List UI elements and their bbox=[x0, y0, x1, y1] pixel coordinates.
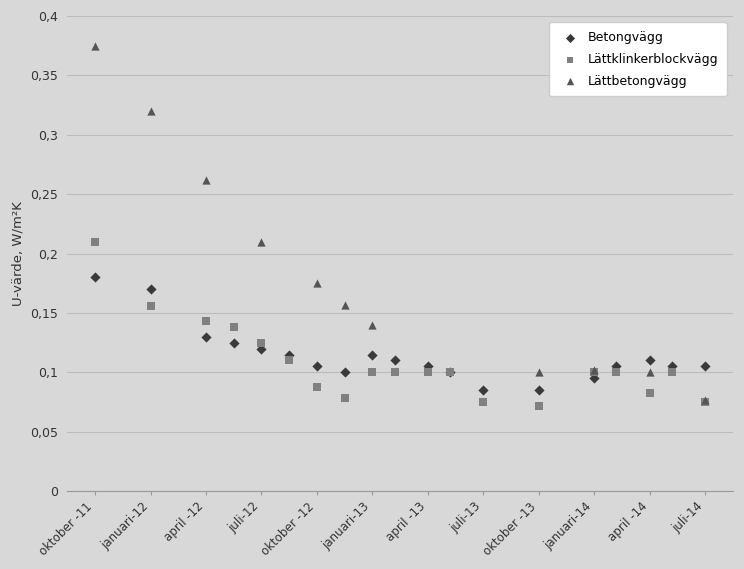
Lättklinkerblockvägg bbox=[367, 368, 379, 377]
Lättklinkerblockvägg bbox=[533, 401, 545, 410]
Lättklinkerblockvägg bbox=[144, 301, 156, 310]
Betongvägg bbox=[339, 368, 350, 377]
Lättbetongvägg bbox=[367, 320, 379, 329]
Betongvägg bbox=[699, 362, 711, 371]
Lättklinkerblockvägg bbox=[422, 368, 434, 377]
Lättbetongvägg bbox=[255, 237, 267, 246]
Lättbetongvägg bbox=[699, 395, 711, 404]
Betongvägg bbox=[144, 284, 156, 294]
Legend: Betongvägg, Lättklinkerblockvägg, Lättbetongvägg: Betongvägg, Lättklinkerblockvägg, Lättbe… bbox=[548, 22, 727, 96]
Betongvägg bbox=[444, 368, 456, 377]
Betongvägg bbox=[311, 362, 323, 371]
Betongvägg bbox=[228, 338, 240, 347]
Betongvägg bbox=[283, 350, 295, 359]
Lättbetongvägg bbox=[533, 368, 545, 377]
Lättklinkerblockvägg bbox=[200, 317, 212, 326]
Lättklinkerblockvägg bbox=[388, 368, 400, 377]
Lättklinkerblockvägg bbox=[589, 368, 600, 377]
Lättbetongvägg bbox=[589, 365, 600, 374]
Lättklinkerblockvägg bbox=[228, 323, 240, 332]
Y-axis label: U-värde, W/m²K: U-värde, W/m²K bbox=[11, 201, 24, 306]
Betongvägg bbox=[255, 344, 267, 353]
Lättklinkerblockvägg bbox=[283, 356, 295, 365]
Lättklinkerblockvägg bbox=[444, 368, 456, 377]
Betongvägg bbox=[89, 273, 101, 282]
Betongvägg bbox=[422, 362, 434, 371]
Lättbetongvägg bbox=[339, 300, 350, 309]
Betongvägg bbox=[666, 362, 678, 371]
Lättbetongvägg bbox=[200, 175, 212, 184]
Betongvägg bbox=[533, 386, 545, 395]
Lättklinkerblockvägg bbox=[611, 368, 623, 377]
Lättklinkerblockvägg bbox=[666, 368, 678, 377]
Betongvägg bbox=[589, 374, 600, 383]
Betongvägg bbox=[367, 350, 379, 359]
Lättklinkerblockvägg bbox=[699, 398, 711, 407]
Lättklinkerblockvägg bbox=[89, 237, 101, 246]
Lättklinkerblockvägg bbox=[339, 394, 350, 403]
Lättklinkerblockvägg bbox=[644, 388, 655, 397]
Lättbetongvägg bbox=[144, 106, 156, 116]
Lättklinkerblockvägg bbox=[478, 398, 490, 407]
Lättbetongvägg bbox=[89, 41, 101, 50]
Betongvägg bbox=[388, 356, 400, 365]
Betongvägg bbox=[200, 332, 212, 341]
Lättklinkerblockvägg bbox=[255, 338, 267, 347]
Lättbetongvägg bbox=[311, 279, 323, 288]
Betongvägg bbox=[644, 356, 655, 365]
Betongvägg bbox=[611, 362, 623, 371]
Betongvägg bbox=[478, 386, 490, 395]
Lättklinkerblockvägg bbox=[311, 382, 323, 391]
Lättbetongvägg bbox=[644, 368, 655, 377]
